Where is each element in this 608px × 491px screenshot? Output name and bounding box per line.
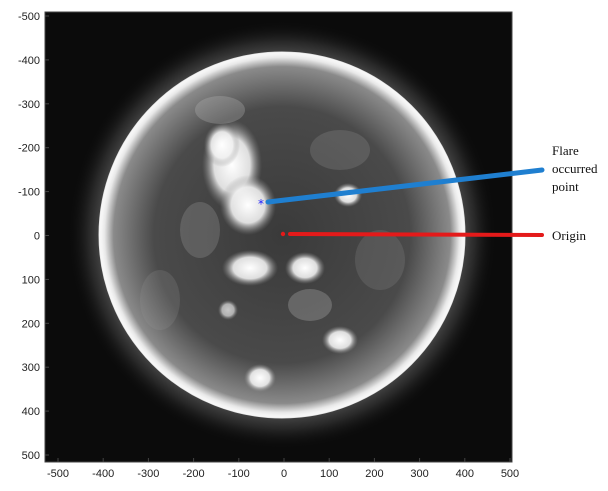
y-tick-label: -300: [18, 99, 40, 111]
flare-label-line1: Flare: [552, 143, 579, 158]
y-tick-label: -400: [18, 55, 40, 67]
y-tick-label: -200: [18, 143, 40, 155]
x-tick-label: 400: [456, 468, 474, 480]
y-tick-label: 400: [22, 406, 40, 418]
y-tick-label: 300: [22, 362, 40, 374]
x-tick-label: 500: [501, 468, 519, 480]
origin-pointer-line: [288, 232, 544, 237]
y-tick-label: 500: [22, 450, 40, 462]
x-tick-label: -300: [137, 468, 159, 480]
origin-label: Origin: [552, 228, 586, 243]
y-tick-label: 100: [22, 274, 40, 286]
y-tick-label: -500: [18, 11, 40, 23]
plot-frame: [44, 11, 513, 463]
x-tick-label: -200: [183, 468, 205, 480]
origin-marker: [280, 231, 286, 237]
y-axis: -500 -400 -300 -200 -100 0 100 200 300 400 500: [18, 11, 49, 462]
active-regions: [140, 96, 405, 392]
x-tick-label: -400: [92, 468, 114, 480]
x-tick-label: 100: [320, 468, 338, 480]
flare-pointer-line: [265, 167, 545, 205]
flare-label-line3: point: [552, 179, 579, 194]
y-tick-label: 200: [22, 318, 40, 330]
y-tick-label: -100: [18, 187, 40, 199]
flare-label-line2: occurred: [552, 161, 598, 176]
x-tick-label: -500: [47, 468, 69, 480]
x-axis: -500 -400 -300 -200 -100 0 100 200 300 400 500: [47, 458, 519, 480]
x-tick-label: 200: [365, 468, 383, 480]
x-tick-label: -100: [228, 468, 250, 480]
x-tick-label: 300: [410, 468, 428, 480]
y-tick-label: 0: [34, 231, 40, 243]
flare-marker: *: [258, 197, 264, 211]
x-tick-label: 0: [281, 468, 287, 480]
